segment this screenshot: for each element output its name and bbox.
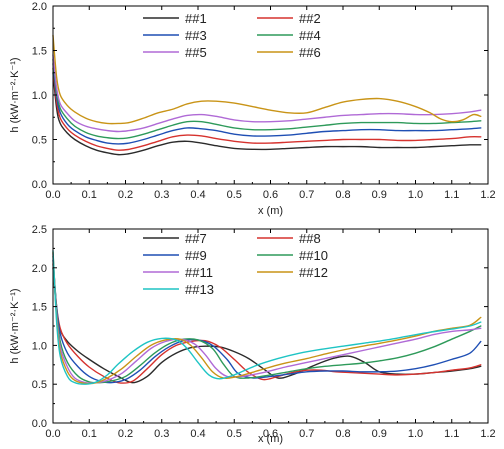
legend-label: ##13 [185,282,214,297]
legend-entry: ##1 [143,11,207,26]
x-tick-label: 0.2 [118,428,133,440]
series-line-13 [52,250,482,385]
series-line-5 [52,54,482,133]
x-tick-label: 0.6 [263,189,278,201]
y-tick-label: 1.0 [32,340,47,352]
plot-frame [52,5,489,185]
legend-entry: ##6 [257,45,321,60]
legend-entry: ##4 [257,28,321,43]
x-tick-label: 1.1 [444,189,459,201]
x-tick-label: 0.9 [372,189,387,201]
y-axis-label: h (kW·m⁻²·K⁻¹) [9,288,21,363]
y-tick-label: 2.0 [32,263,47,275]
legend-label: ##11 [185,265,213,280]
legend-label: ##1 [185,11,207,26]
series-line-10 [52,255,482,384]
x-axis-label: x (m) [258,205,283,217]
legend-entry: ##9 [143,248,207,263]
legend: ##1 ##2 ##3 ##4 ##5 ##6 [143,11,321,60]
legend-label: ##6 [299,45,321,60]
x-tick-label: 1.2 [480,428,495,440]
x-tick-label: 0.4 [190,428,205,440]
x-tick-label: 0.5 [227,428,242,440]
legend-label: ##12 [299,265,328,280]
legend-entry: ##3 [143,28,207,43]
x-tick-label: 0.1 [82,428,97,440]
x-tick-label: 0.0 [45,428,60,440]
x-tick-label: 1.1 [444,428,459,440]
x-tick-label: 0.3 [154,189,169,201]
y-tick-label: 2.0 [32,1,47,13]
chart-panel-bottom: 0.0 0.1 0.2 0.3 0.4 0.5 0.6 0.7 0.8 0.9 1.0 1.1 1.2 0… [9,224,496,445]
series-group [52,34,482,156]
legend-entry: ##13 [143,282,214,297]
x-tick-label: 0.3 [154,428,169,440]
series-line-3 [52,63,482,145]
x-tick-label: 0.8 [335,428,350,440]
x-tick-label: 0.8 [335,189,350,201]
y-tick-label: 0.5 [32,135,47,147]
series-line-11 [52,253,482,384]
series-line-7 [52,267,482,384]
legend-entry: ##5 [143,45,207,60]
y-tick-label: 0.5 [32,379,47,391]
series-line-4 [52,58,482,140]
legend-label: ##10 [299,248,328,263]
legend-label: ##7 [185,231,207,246]
series-line-2 [52,67,482,151]
series-line-8 [52,263,482,384]
series-line-12 [52,251,482,385]
legend-entry: ##12 [257,265,328,280]
x-tick-label: 0.0 [45,189,60,201]
legend-label: ##3 [185,28,207,43]
x-tick-label: 0.6 [263,428,278,440]
y-tick-label: 0.0 [32,418,47,430]
series-line-9 [52,259,482,384]
x-tick-label: 1.0 [408,189,423,201]
x-tick-label: 0.2 [118,189,133,201]
x-tick-label: 0.7 [299,428,314,440]
y-tick-label: 1.0 [32,90,47,102]
legend-label: ##4 [299,28,321,43]
legend: ##7 ##8 ##9 ##10 ##11 ##12 ##13 [143,231,328,297]
legend-entry: ##11 [143,265,213,280]
plot-frame [52,228,489,424]
x-tick-label: 0.9 [372,428,387,440]
series-group [52,250,482,385]
y-tick-label: 0.0 [32,179,47,191]
legend-entry: ##8 [257,231,321,246]
legend-label: ##5 [185,45,207,60]
x-tick-label: 1.0 [408,428,423,440]
legend-label: ##8 [299,231,321,246]
series-line-6 [52,34,482,125]
legend-label: ##2 [299,11,321,26]
chart-panel-top: 0.0 0.1 0.2 0.3 0.4 0.5 0.6 0.7 0.8 0.9 1.0 1.1 1.2 0… [9,1,496,217]
y-axis-label: h (kW·m⁻²·K⁻¹) [9,57,21,132]
y-tick-label: 2.5 [32,224,47,236]
series-line-1 [52,72,482,156]
y-tick-label: 1.5 [32,302,47,314]
x-tick-label: 0.1 [82,189,97,201]
legend-entry: ##2 [257,11,321,26]
legend-label: ##9 [185,248,207,263]
y-tick-label: 1.5 [32,46,47,58]
x-axis-label: x (m) [258,433,283,445]
x-tick-label: 0.7 [299,189,314,201]
x-tick-label: 0.5 [227,189,242,201]
legend-entry: ##10 [257,248,328,263]
x-tick-label: 0.4 [190,189,205,201]
x-tick-label: 1.2 [480,189,495,201]
legend-entry: ##7 [143,231,207,246]
